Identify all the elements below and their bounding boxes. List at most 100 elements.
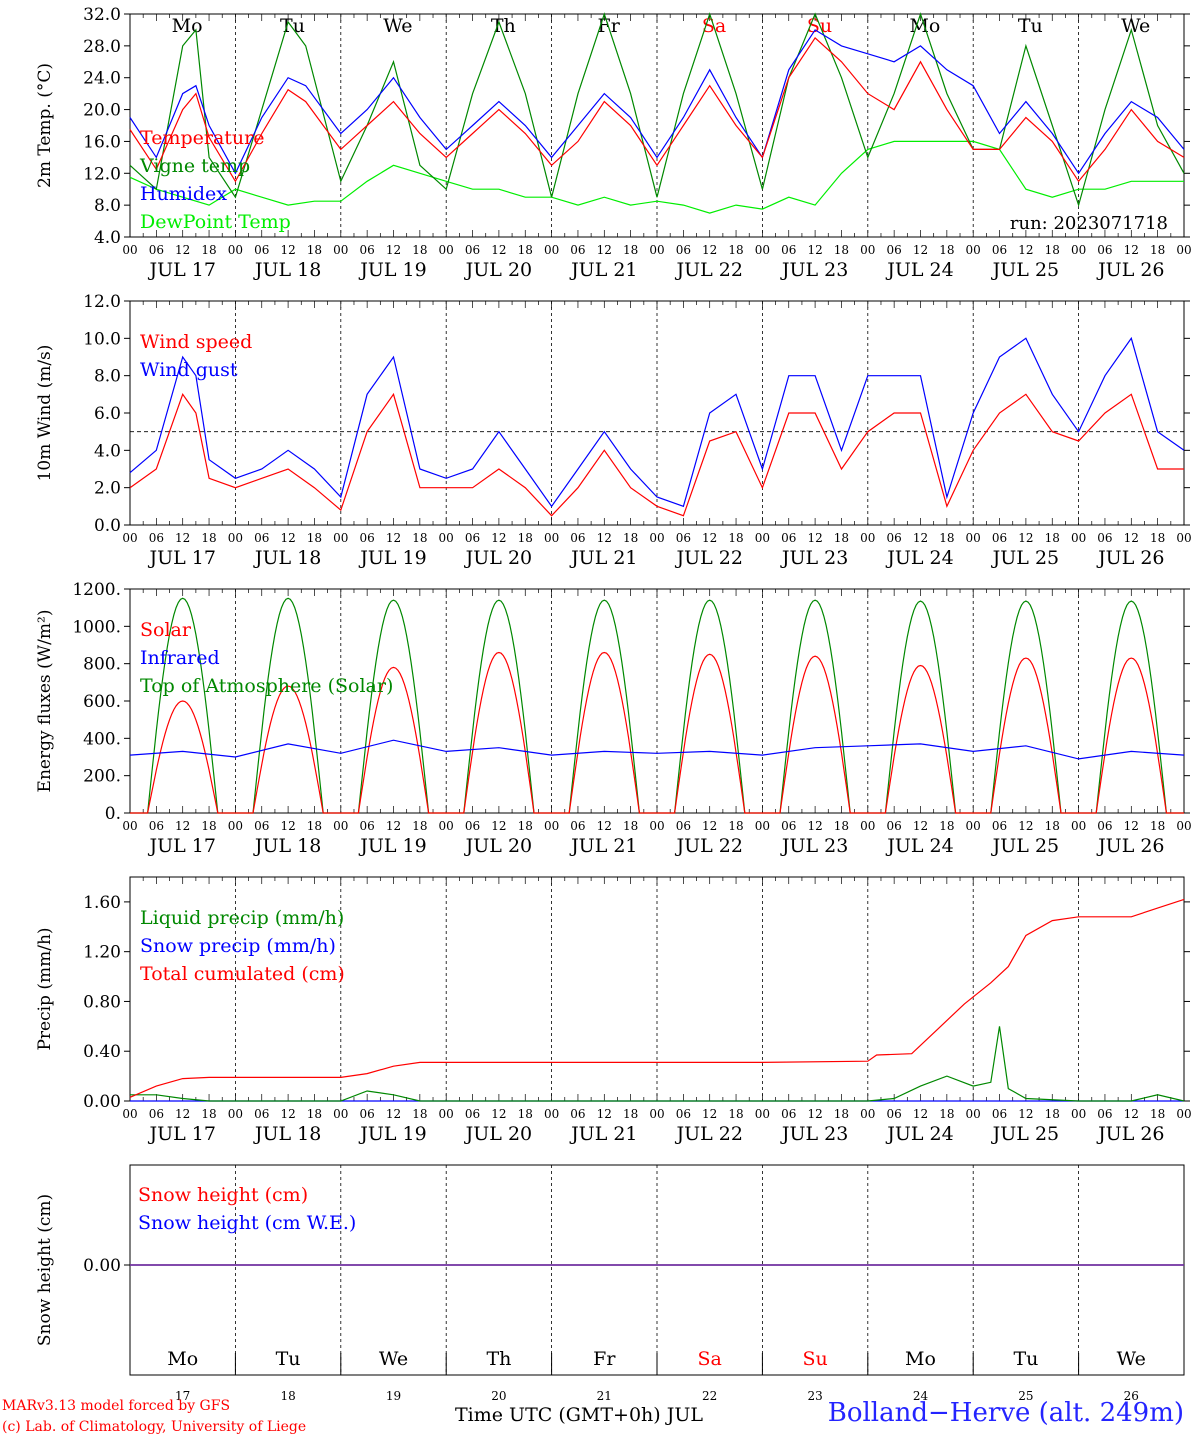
x-hour-tick-label: 18 xyxy=(939,531,954,545)
x-hour-tick-label: 06 xyxy=(465,819,480,833)
x-hour-tick-label: 12 xyxy=(175,819,190,833)
weekday-label: We xyxy=(1117,1348,1146,1370)
x-hour-tick-label: 06 xyxy=(1097,531,1112,545)
x-date-label: JUL 21 xyxy=(569,1123,637,1145)
x-hour-tick-label: 06 xyxy=(676,243,691,257)
weekday-label: Sa xyxy=(698,1348,722,1370)
x-day-number: 21 xyxy=(597,1389,612,1400)
x-hour-tick-label: 06 xyxy=(465,243,480,257)
x-date-label: JUL 18 xyxy=(253,547,321,569)
x-hour-tick-label: 00 xyxy=(228,243,243,257)
x-date-label: JUL 24 xyxy=(885,547,953,569)
x-hour-tick-label: 18 xyxy=(1150,531,1165,545)
legend-entry: Wind speed xyxy=(140,331,252,353)
y-tick-label: 2.0 xyxy=(94,479,121,499)
x-hour-tick-label: 06 xyxy=(570,1107,585,1121)
x-hour-tick-label: 00 xyxy=(122,1107,137,1121)
x-hour-tick-label: 12 xyxy=(913,1107,928,1121)
x-hour-tick-label: 12 xyxy=(597,1107,612,1121)
x-date-label: JUL 19 xyxy=(358,547,426,569)
y-tick-label: 800. xyxy=(83,655,121,675)
series-line-wind-speed xyxy=(129,392,1184,517)
x-date-label: JUL 20 xyxy=(464,1123,532,1145)
x-hour-tick-label: 00 xyxy=(1071,243,1086,257)
x-date-label: JUL 21 xyxy=(569,547,637,569)
station-label: Bolland−Herve (alt. 249m) xyxy=(827,1398,1184,1428)
x-date-label: JUL 22 xyxy=(674,1123,742,1145)
series-line-infrared xyxy=(129,739,1185,760)
x-hour-tick-label: 18 xyxy=(518,243,533,257)
x-hour-tick-label: 00 xyxy=(1071,1107,1086,1121)
panel-4: 00 06 12 18 00 06 12 18 00 06 12 18 00 06 12 18 00 06 12 18… xyxy=(35,876,1192,1145)
y-tick-label: 28.0 xyxy=(83,37,121,57)
x-hour-tick-label: 18 xyxy=(939,243,954,257)
x-hour-tick-label: 18 xyxy=(412,1107,427,1121)
x-hour-tick-label: 18 xyxy=(623,531,638,545)
legend-entry: Solar xyxy=(140,619,192,641)
x-date-label: JUL 22 xyxy=(674,547,742,569)
weekday-label: Tu xyxy=(1013,1348,1038,1370)
x-hour-tick-label: 12 xyxy=(597,531,612,545)
x-hour-tick-label: 06 xyxy=(887,243,902,257)
weekday-label: We xyxy=(1121,15,1150,37)
x-hour-tick-label: 00 xyxy=(228,531,243,545)
y-tick-label: 32.0 xyxy=(83,5,121,25)
x-hour-tick-label: 12 xyxy=(386,243,401,257)
x-hour-tick-label: 00 xyxy=(1176,243,1191,257)
legend-entry: Snow height (cm) xyxy=(138,1184,308,1206)
x-hour-tick-label: 12 xyxy=(491,1107,506,1121)
y-tick-label: 1.20 xyxy=(83,943,121,963)
x-hour-tick-label: 12 xyxy=(913,243,928,257)
x-date-label: JUL 26 xyxy=(1096,547,1164,569)
x-hour-tick-label: 06 xyxy=(149,1107,164,1121)
x-date-label: JUL 24 xyxy=(885,259,953,281)
x-day-number: 26 xyxy=(1124,1389,1139,1400)
x-date-label: JUL 21 xyxy=(569,835,637,857)
x-hour-tick-label: 06 xyxy=(887,819,902,833)
y-tick-label: 0.40 xyxy=(83,1042,121,1062)
x-hour-tick-label: 00 xyxy=(1071,819,1086,833)
x-hour-tick-label: 00 xyxy=(333,531,348,545)
y-tick-label: 0.0 xyxy=(94,516,121,536)
x-axis-title: Time UTC (GMT+0h) JUL xyxy=(455,1404,703,1426)
y-tick-label: 600. xyxy=(83,692,121,712)
x-hour-tick-label: 00 xyxy=(333,1107,348,1121)
weekday-label: Tu xyxy=(276,1348,301,1370)
x-hour-tick-label: 12 xyxy=(491,531,506,545)
x-hour-tick-label: 12 xyxy=(597,819,612,833)
x-hour-tick-label: 06 xyxy=(465,1107,480,1121)
series-line-humidex xyxy=(129,29,1185,175)
weekday-label: Th xyxy=(491,15,516,37)
legend-entry: Top of Atmosphere (Solar) xyxy=(140,675,393,697)
y-tick-label: 12.0 xyxy=(83,292,121,312)
legend-entry: Humidex xyxy=(140,183,227,205)
legend-entry: Infrared xyxy=(140,647,220,669)
y-tick-label: 0.80 xyxy=(83,992,121,1012)
x-hour-tick-label: 06 xyxy=(676,531,691,545)
weekday-label: Tu xyxy=(280,15,305,37)
x-hour-tick-label: 18 xyxy=(1045,243,1060,257)
weekday-label: Su xyxy=(802,1348,827,1370)
legend-entry: Liquid precip (mm/h) xyxy=(140,907,344,929)
x-hour-tick-label: 00 xyxy=(122,243,137,257)
y-tick-label: 12.0 xyxy=(83,164,121,184)
x-hour-tick-label: 00 xyxy=(860,1107,875,1121)
weekday-label: Fr xyxy=(598,15,621,37)
x-hour-tick-label: 06 xyxy=(254,1107,269,1121)
x-date-label: JUL 19 xyxy=(358,835,426,857)
x-hour-tick-label: 00 xyxy=(439,819,454,833)
x-hour-tick-label: 12 xyxy=(702,819,717,833)
x-hour-tick-label: 00 xyxy=(544,243,559,257)
x-date-label: JUL 22 xyxy=(674,259,742,281)
series-line-total-cumulated xyxy=(129,898,1185,1098)
x-hour-tick-label: 00 xyxy=(228,819,243,833)
panel-2: 00 06 12 18 00 06 12 18 00 06 12 18 00 06 12 18 00 06 12 18… xyxy=(35,292,1192,569)
x-hour-tick-label: 06 xyxy=(465,531,480,545)
x-day-number: 20 xyxy=(491,1389,506,1400)
x-hour-tick-label: 00 xyxy=(966,819,981,833)
x-date-label: JUL 23 xyxy=(780,259,848,281)
x-hour-tick-label: 18 xyxy=(307,531,322,545)
x-date-label: JUL 17 xyxy=(147,1123,215,1145)
x-hour-tick-label: 18 xyxy=(307,819,322,833)
x-hour-tick-label: 06 xyxy=(360,1107,375,1121)
